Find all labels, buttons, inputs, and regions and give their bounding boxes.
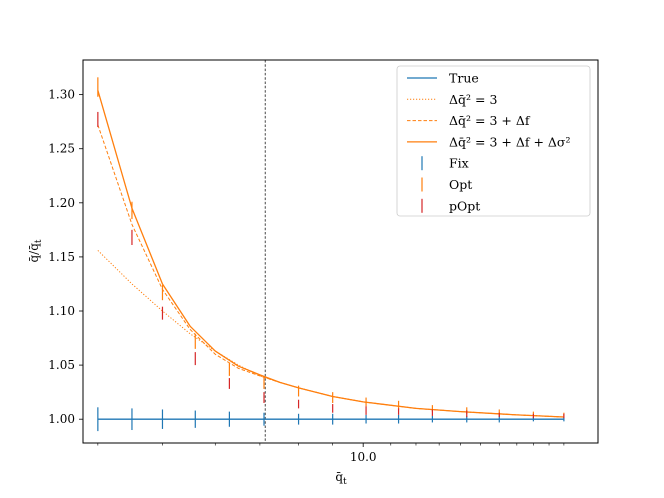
legend-label: Δq̄² = 3 (449, 92, 497, 107)
legend-label: Opt (449, 177, 472, 192)
y-tick-label: 1.30 (48, 88, 75, 102)
legend: True Δq̄² = 3 Δq̄² = 3 + Δf Δq̄² = 3 + Δf +… (396, 65, 591, 217)
y-tick-label: 1.15 (48, 250, 75, 264)
y-tick-label: 1.10 (48, 304, 75, 318)
errorbar-layer (97, 77, 565, 432)
series-q-3-f-line (97, 90, 564, 418)
axis-ticks: 1.00 1.05 1.10 1.15 1.20 1.25 1.30 10.0 (48, 88, 565, 464)
x-axis-label: q̄t (335, 470, 347, 487)
y-tick-label: 1.25 (48, 142, 75, 156)
series-layer (97, 90, 564, 420)
legend-label: pOpt (449, 198, 480, 213)
legend-box (396, 65, 591, 217)
y-tick-label: 1.20 (48, 196, 75, 210)
y-tick-label: 1.05 (48, 358, 75, 372)
y-axis-label: q̄/q̄t (27, 239, 44, 262)
legend-label: True (449, 71, 479, 86)
y-tick-label: 1.00 (48, 412, 75, 426)
legend-label: Δq̄² = 3 + Δf + Δσ² (449, 134, 570, 149)
legend-label: Δq̄² = 3 + Δf (449, 113, 531, 128)
legend-label: Fix (449, 156, 469, 171)
x-tick-label: 10.0 (350, 450, 377, 464)
plot-frame (82, 59, 599, 444)
